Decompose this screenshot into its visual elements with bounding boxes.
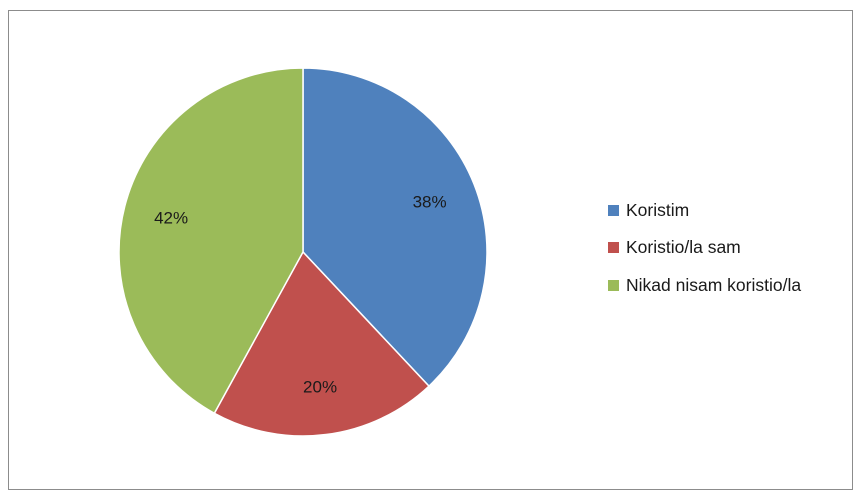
data-label-2: 20% — [303, 378, 337, 397]
legend-item-2: Koristio/la sam — [608, 237, 801, 259]
pie-slice-3 — [118, 67, 304, 414]
legend-label-3: Nikad nisam koristio/la — [626, 274, 802, 295]
legend-label-2: Koristio/la sam — [626, 237, 741, 257]
legend-swatch-1 — [608, 204, 619, 216]
data-label-1: 38% — [413, 192, 447, 211]
legend-item-3: Nikad nisam koristio/la — [608, 274, 801, 296]
legend-item-1: Koristim — [608, 199, 801, 221]
pie-slice-2 — [213, 251, 430, 437]
pie-slice-1 — [302, 67, 488, 387]
legend-swatch-2 — [608, 242, 619, 253]
chart-legend: Koristim Koristio/la sam Nikad nisam koris… — [608, 199, 801, 312]
legend-swatch-3 — [608, 279, 619, 291]
legend-label-1: Koristim — [626, 199, 690, 220]
data-label-3: 42% — [154, 209, 188, 228]
